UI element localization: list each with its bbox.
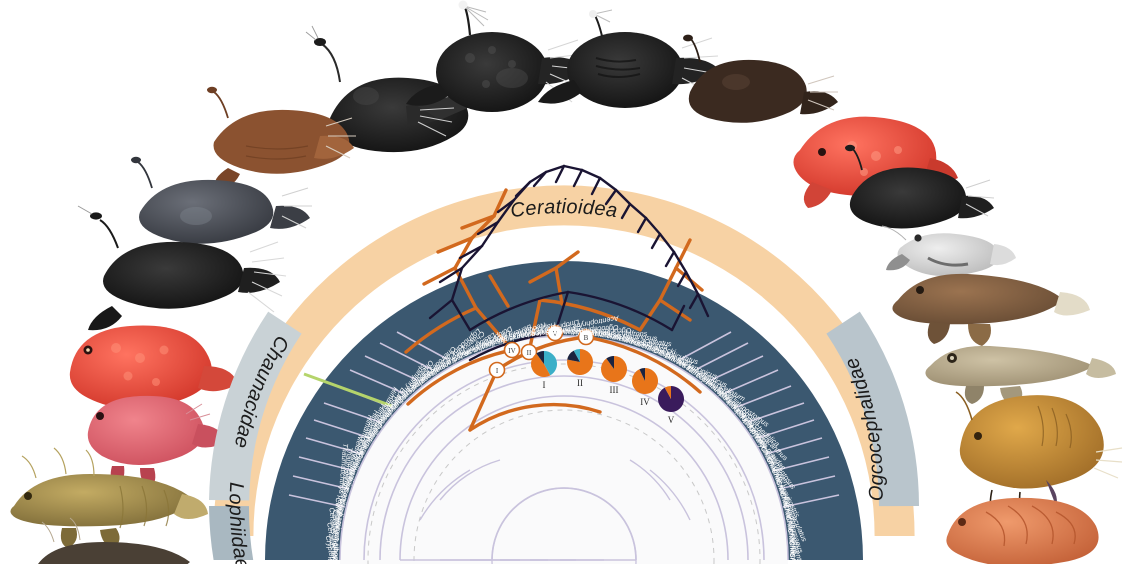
pie-slice [544, 351, 557, 376]
node-marker-group: I IV II V B [488, 324, 595, 379]
pie-slice [600, 356, 627, 382]
fish-deep-sea-anglerfish-top-mid [538, 9, 720, 108]
pie-slice [664, 386, 671, 399]
pie-chart-label: II [577, 378, 583, 388]
tip-label: Ceratias uranoscopus [328, 507, 342, 564]
pie-slice [639, 368, 645, 381]
branch-group-shallow-clade [288, 331, 840, 564]
clade-band-lophiidae [209, 506, 254, 560]
fish-black-anglerfish-right [845, 144, 995, 229]
fish-dark-anglerfish-top-right [683, 34, 838, 123]
pie-slice [567, 350, 580, 362]
pie-chart-label: V [668, 415, 675, 425]
fish-monkfish-lower-left [10, 447, 208, 548]
node-marker-V-label: V [552, 330, 557, 338]
tip-label: Chaunax pictus [787, 540, 800, 564]
node-marker-II: II [520, 343, 538, 361]
fish-pale-whipnose-right [881, 225, 1016, 277]
branch-group-deepsea-ceratioidea [428, 164, 710, 362]
tip-label: Chaunax suttkusi [788, 553, 799, 564]
node-marker-IV: IV [503, 341, 521, 359]
pie-chart-label: I [543, 380, 546, 390]
node-marker-II-label: II [527, 349, 532, 357]
pie-chart-iii: III [600, 356, 627, 395]
pie-chart-i: I [531, 351, 557, 390]
pie-slice [573, 349, 580, 362]
node-marker-V: V [546, 324, 564, 342]
tip-label: Ogcocephalus radiatus [557, 326, 631, 337]
tip-label-ring-band [265, 261, 863, 560]
branch-green-lineage [303, 372, 393, 408]
clade-band-group [209, 185, 919, 560]
node-marker-B: B [577, 328, 595, 346]
node-marker-B-label: B [584, 334, 589, 342]
fish-brown-batfish-right [892, 273, 1090, 346]
pie-slice [531, 353, 551, 377]
fish-striped-frogfish-lower-right [946, 497, 1099, 564]
tip-label: Ceratophryne sp. [332, 497, 343, 552]
fish-grey-seadevil-left [131, 156, 312, 244]
clade-band-ceratioidea [213, 185, 915, 536]
pie-chart-v: V [658, 386, 685, 425]
pie-slice [632, 368, 659, 395]
tip-label-ring [265, 261, 863, 560]
node-marker-I-label: I [496, 367, 499, 375]
fish-football-fish-top-left [406, 0, 589, 112]
clade-band-ogcocephalidae [826, 311, 919, 507]
pie-slice [606, 356, 614, 369]
pie-chart-iv: IV [632, 368, 659, 407]
pie-chart-label: IV [640, 397, 650, 407]
clade-label-ceratioidea: Ceratioidea [509, 196, 619, 222]
fish-orange-frogfish-right [955, 391, 1123, 517]
pie-chart-ii: II [566, 349, 593, 388]
node-marker-IV-label: IV [508, 347, 515, 355]
tip-label: Ogcocephalus cubifrons [570, 327, 648, 338]
fish-black-seadevil-left [77, 205, 287, 331]
pie-slice [536, 351, 544, 364]
node-marker-I: I [488, 361, 506, 379]
fish-brown-goosefish-left [207, 86, 356, 190]
fish-tan-batfish-right [925, 345, 1116, 406]
pie-slice [658, 386, 685, 412]
fish-illustration-group [10, 0, 1123, 564]
branch-group-orange-benthic [404, 188, 704, 432]
pie-chart-label: III [610, 385, 619, 395]
clade-band-chaunacidae [209, 311, 302, 501]
fish-goosefish-bottom-left [38, 517, 190, 564]
pie-slice [566, 349, 593, 375]
tip-label: Ceratias holboelli [331, 510, 341, 564]
